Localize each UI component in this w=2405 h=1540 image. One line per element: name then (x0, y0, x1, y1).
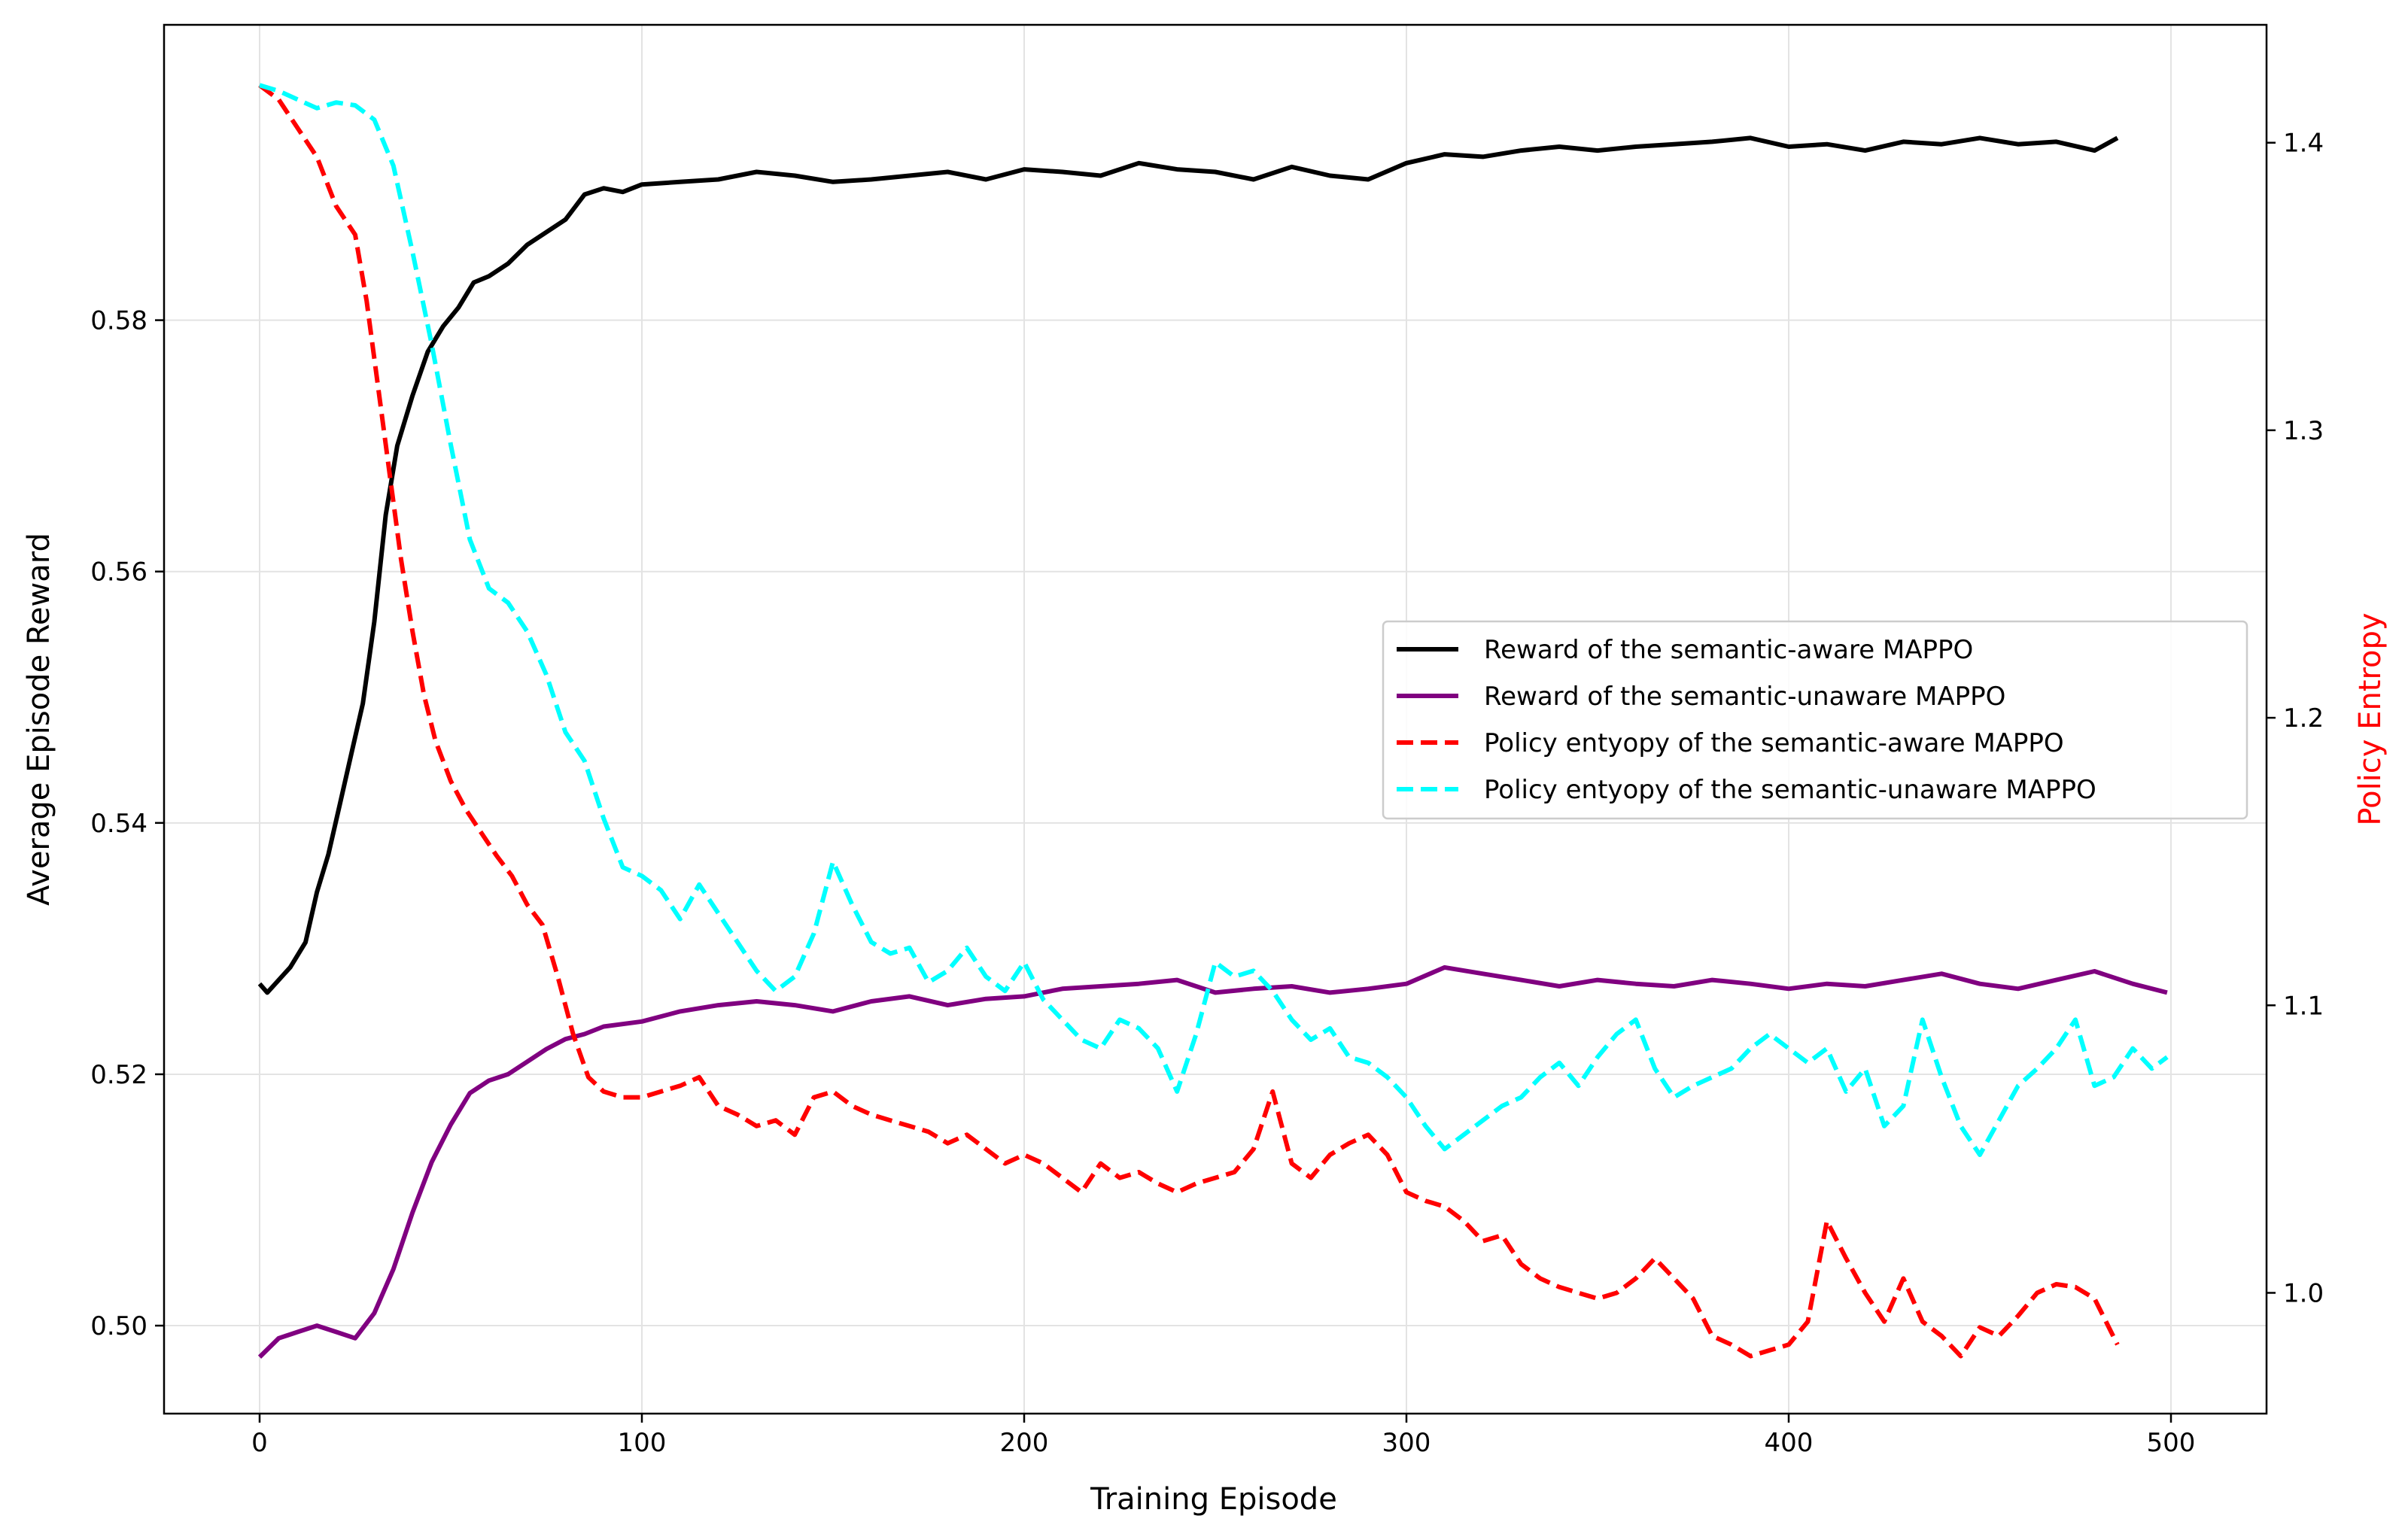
semantic-unaware-entropy-line (259, 83, 2169, 1157)
legend-label-semantic-aware-entropy: Policy entyopy of the semantic-aware MAP… (1484, 728, 2064, 758)
semantic-aware-entropy-line (258, 83, 2120, 1359)
right-y-tick-label: 1.3 (2283, 416, 2324, 446)
semantic-aware-reward-line (257, 135, 2119, 995)
series-lines (257, 83, 2169, 1359)
right-y-tick-label: 1.4 (2283, 129, 2324, 159)
legend-label-semantic-unaware-reward: Reward of the semantic-unaware MAPPO (1484, 682, 2005, 712)
grid-lines (164, 25, 2267, 1414)
x-axis-label: Training Episode (1090, 1482, 1337, 1517)
semantic-unaware-reward-line (257, 964, 2168, 1359)
left-y-tick-label: 0.54 (90, 809, 147, 839)
right-y-axis-ticks: 1.0 1.1 1.2 1.3 1.4 (2267, 129, 2324, 1308)
right-y-tick-label: 1.1 (2283, 991, 2324, 1021)
plot-frame (163, 23, 2268, 1415)
legend-label-semantic-aware-reward: Reward of the semantic-aware MAPPO (1484, 635, 1973, 665)
legend-box (1382, 620, 2248, 820)
right-y-axis-label: Policy Entropy (2353, 612, 2388, 825)
left-y-tick-label: 0.52 (90, 1060, 147, 1090)
x-tick-label: 400 (1765, 1428, 1814, 1458)
left-y-axis-ticks: 0.50 0.52 0.54 0.56 0.58 (90, 306, 164, 1341)
right-y-tick-label: 1.2 (2283, 703, 2324, 734)
legend: Reward of the semantic-aware MAPPO Rewar… (1382, 620, 2248, 820)
legend-label-semantic-unaware-entropy: Policy entyopy of the semantic-unaware M… (1484, 775, 2096, 805)
right-y-tick-label: 1.0 (2283, 1278, 2324, 1308)
left-y-tick-label: 0.56 (90, 557, 147, 588)
x-tick-label: 300 (1382, 1428, 1431, 1458)
x-tick-label: 200 (1000, 1428, 1049, 1458)
left-y-tick-label: 0.58 (90, 306, 147, 336)
x-axis-ticks: 0 100 200 300 400 500 (251, 1414, 2195, 1458)
x-tick-label: 0 (251, 1428, 268, 1458)
x-tick-label: 100 (618, 1428, 667, 1458)
left-y-axis-label: Average Episode Reward (22, 533, 56, 906)
left-y-tick-label: 0.50 (90, 1311, 147, 1341)
x-tick-label: 500 (2147, 1428, 2196, 1458)
